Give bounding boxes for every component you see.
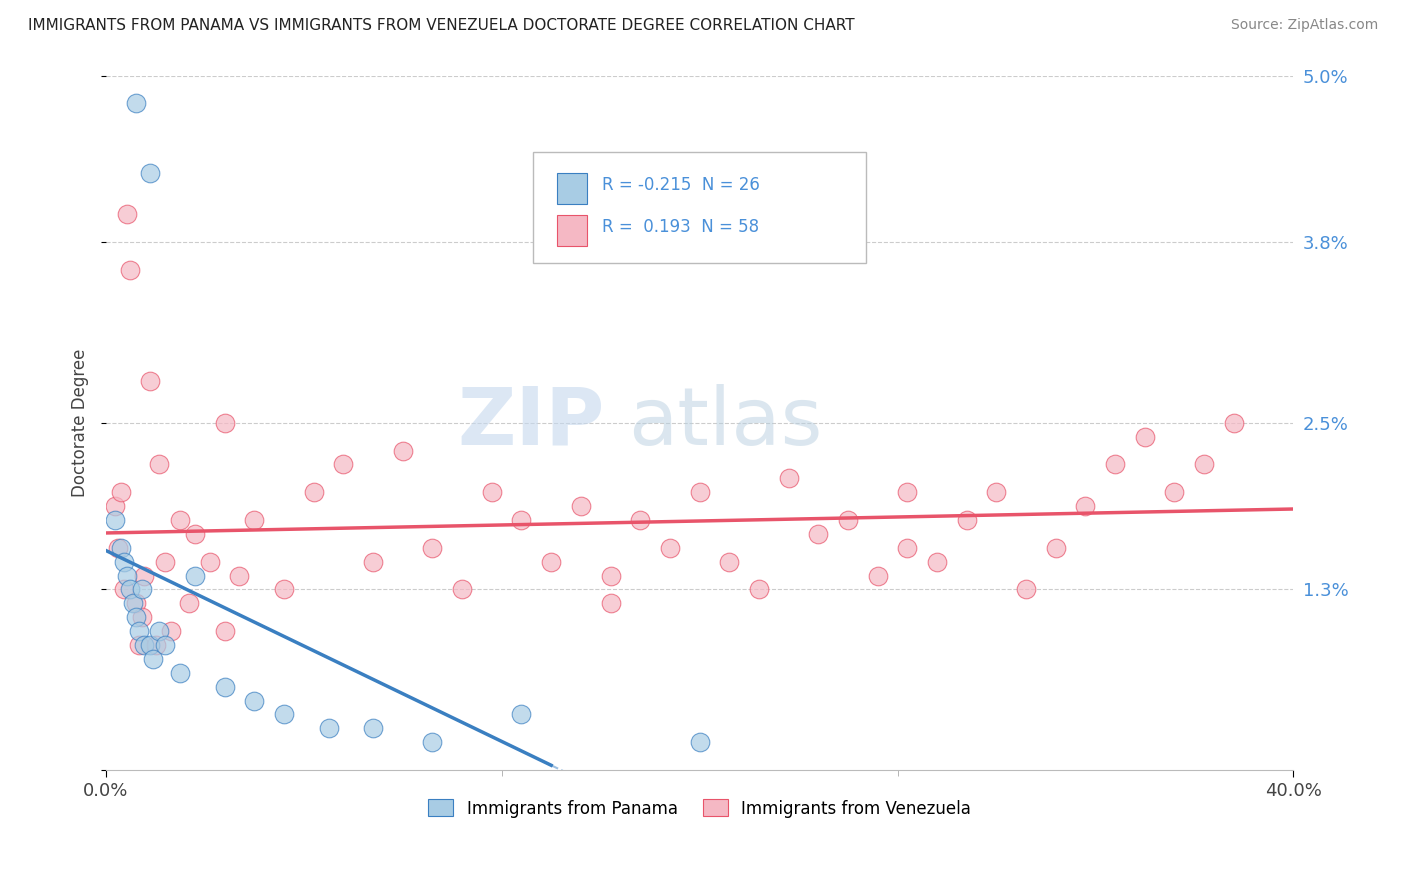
Point [124, 96, 146, 111]
Point [273, 582, 295, 597]
Point [110, 541, 132, 555]
Point [155, 638, 177, 652]
Point [391, 443, 413, 458]
Point [112, 555, 135, 569]
Text: Source: ZipAtlas.com: Source: ZipAtlas.com [1230, 18, 1378, 32]
Point [139, 166, 162, 180]
Point [131, 582, 153, 597]
Point [134, 638, 156, 652]
Point [896, 485, 918, 500]
Point [118, 263, 141, 277]
Point [214, 416, 236, 430]
Point [422, 541, 444, 555]
Text: atlas: atlas [628, 384, 823, 462]
Point [128, 638, 150, 652]
Point [1015, 582, 1038, 597]
Point [361, 555, 384, 569]
Point [177, 596, 200, 610]
Point [128, 624, 150, 639]
Point [510, 707, 533, 722]
Point [1045, 541, 1067, 555]
Point [1163, 485, 1185, 500]
Point [925, 555, 948, 569]
Point [986, 485, 1008, 500]
Point [169, 665, 191, 680]
Point [214, 680, 236, 694]
Point [142, 652, 165, 666]
Y-axis label: Doctorate Degree: Doctorate Degree [72, 349, 89, 497]
Point [866, 568, 889, 582]
Point [155, 555, 177, 569]
Point [198, 555, 221, 569]
Text: IMMIGRANTS FROM PANAMA VS IMMIGRANTS FROM VENEZUELA DOCTORATE DEGREE CORRELATION: IMMIGRANTS FROM PANAMA VS IMMIGRANTS FRO… [28, 18, 855, 33]
Point [124, 596, 146, 610]
Point [778, 471, 800, 485]
Point [807, 527, 830, 541]
Point [361, 722, 384, 736]
Point [115, 207, 138, 221]
Point [422, 735, 444, 749]
Point [124, 610, 146, 624]
Point [243, 513, 266, 527]
Point [837, 513, 859, 527]
Point [318, 722, 340, 736]
Text: R = -0.215  N = 26: R = -0.215 N = 26 [602, 177, 761, 194]
Point [184, 568, 207, 582]
FancyBboxPatch shape [557, 173, 586, 204]
Point [718, 555, 741, 569]
Point [118, 582, 141, 597]
Point [1104, 458, 1126, 472]
Point [510, 513, 533, 527]
Point [569, 499, 592, 513]
Point [214, 624, 236, 639]
Point [139, 638, 162, 652]
Point [148, 624, 170, 639]
Point [1074, 499, 1097, 513]
Point [184, 527, 207, 541]
Point [134, 568, 156, 582]
Point [748, 582, 770, 597]
Legend: Immigrants from Panama, Immigrants from Venezuela: Immigrants from Panama, Immigrants from … [422, 793, 977, 824]
Point [332, 458, 354, 472]
Point [896, 541, 918, 555]
Point [956, 513, 979, 527]
Point [658, 541, 681, 555]
Point [628, 513, 651, 527]
FancyBboxPatch shape [557, 215, 586, 245]
Point [169, 513, 191, 527]
Point [107, 541, 129, 555]
Point [112, 582, 135, 597]
Point [481, 485, 503, 500]
Point [121, 596, 143, 610]
Point [302, 485, 325, 500]
Text: ZIP: ZIP [457, 384, 605, 462]
Point [228, 568, 250, 582]
Point [148, 458, 170, 472]
Point [1223, 416, 1246, 430]
Point [1192, 458, 1215, 472]
Point [273, 707, 295, 722]
Point [160, 624, 183, 639]
FancyBboxPatch shape [533, 152, 866, 263]
Point [451, 582, 474, 597]
Point [139, 374, 162, 388]
Point [131, 610, 153, 624]
Text: R =  0.193  N = 58: R = 0.193 N = 58 [602, 218, 759, 235]
Point [689, 485, 711, 500]
Point [145, 638, 167, 652]
Point [689, 735, 711, 749]
Point [110, 485, 132, 500]
Point [104, 513, 127, 527]
Point [115, 568, 138, 582]
Point [599, 568, 621, 582]
Point [104, 499, 127, 513]
Point [1133, 430, 1156, 444]
Point [243, 693, 266, 707]
Point [540, 555, 562, 569]
Point [599, 596, 621, 610]
